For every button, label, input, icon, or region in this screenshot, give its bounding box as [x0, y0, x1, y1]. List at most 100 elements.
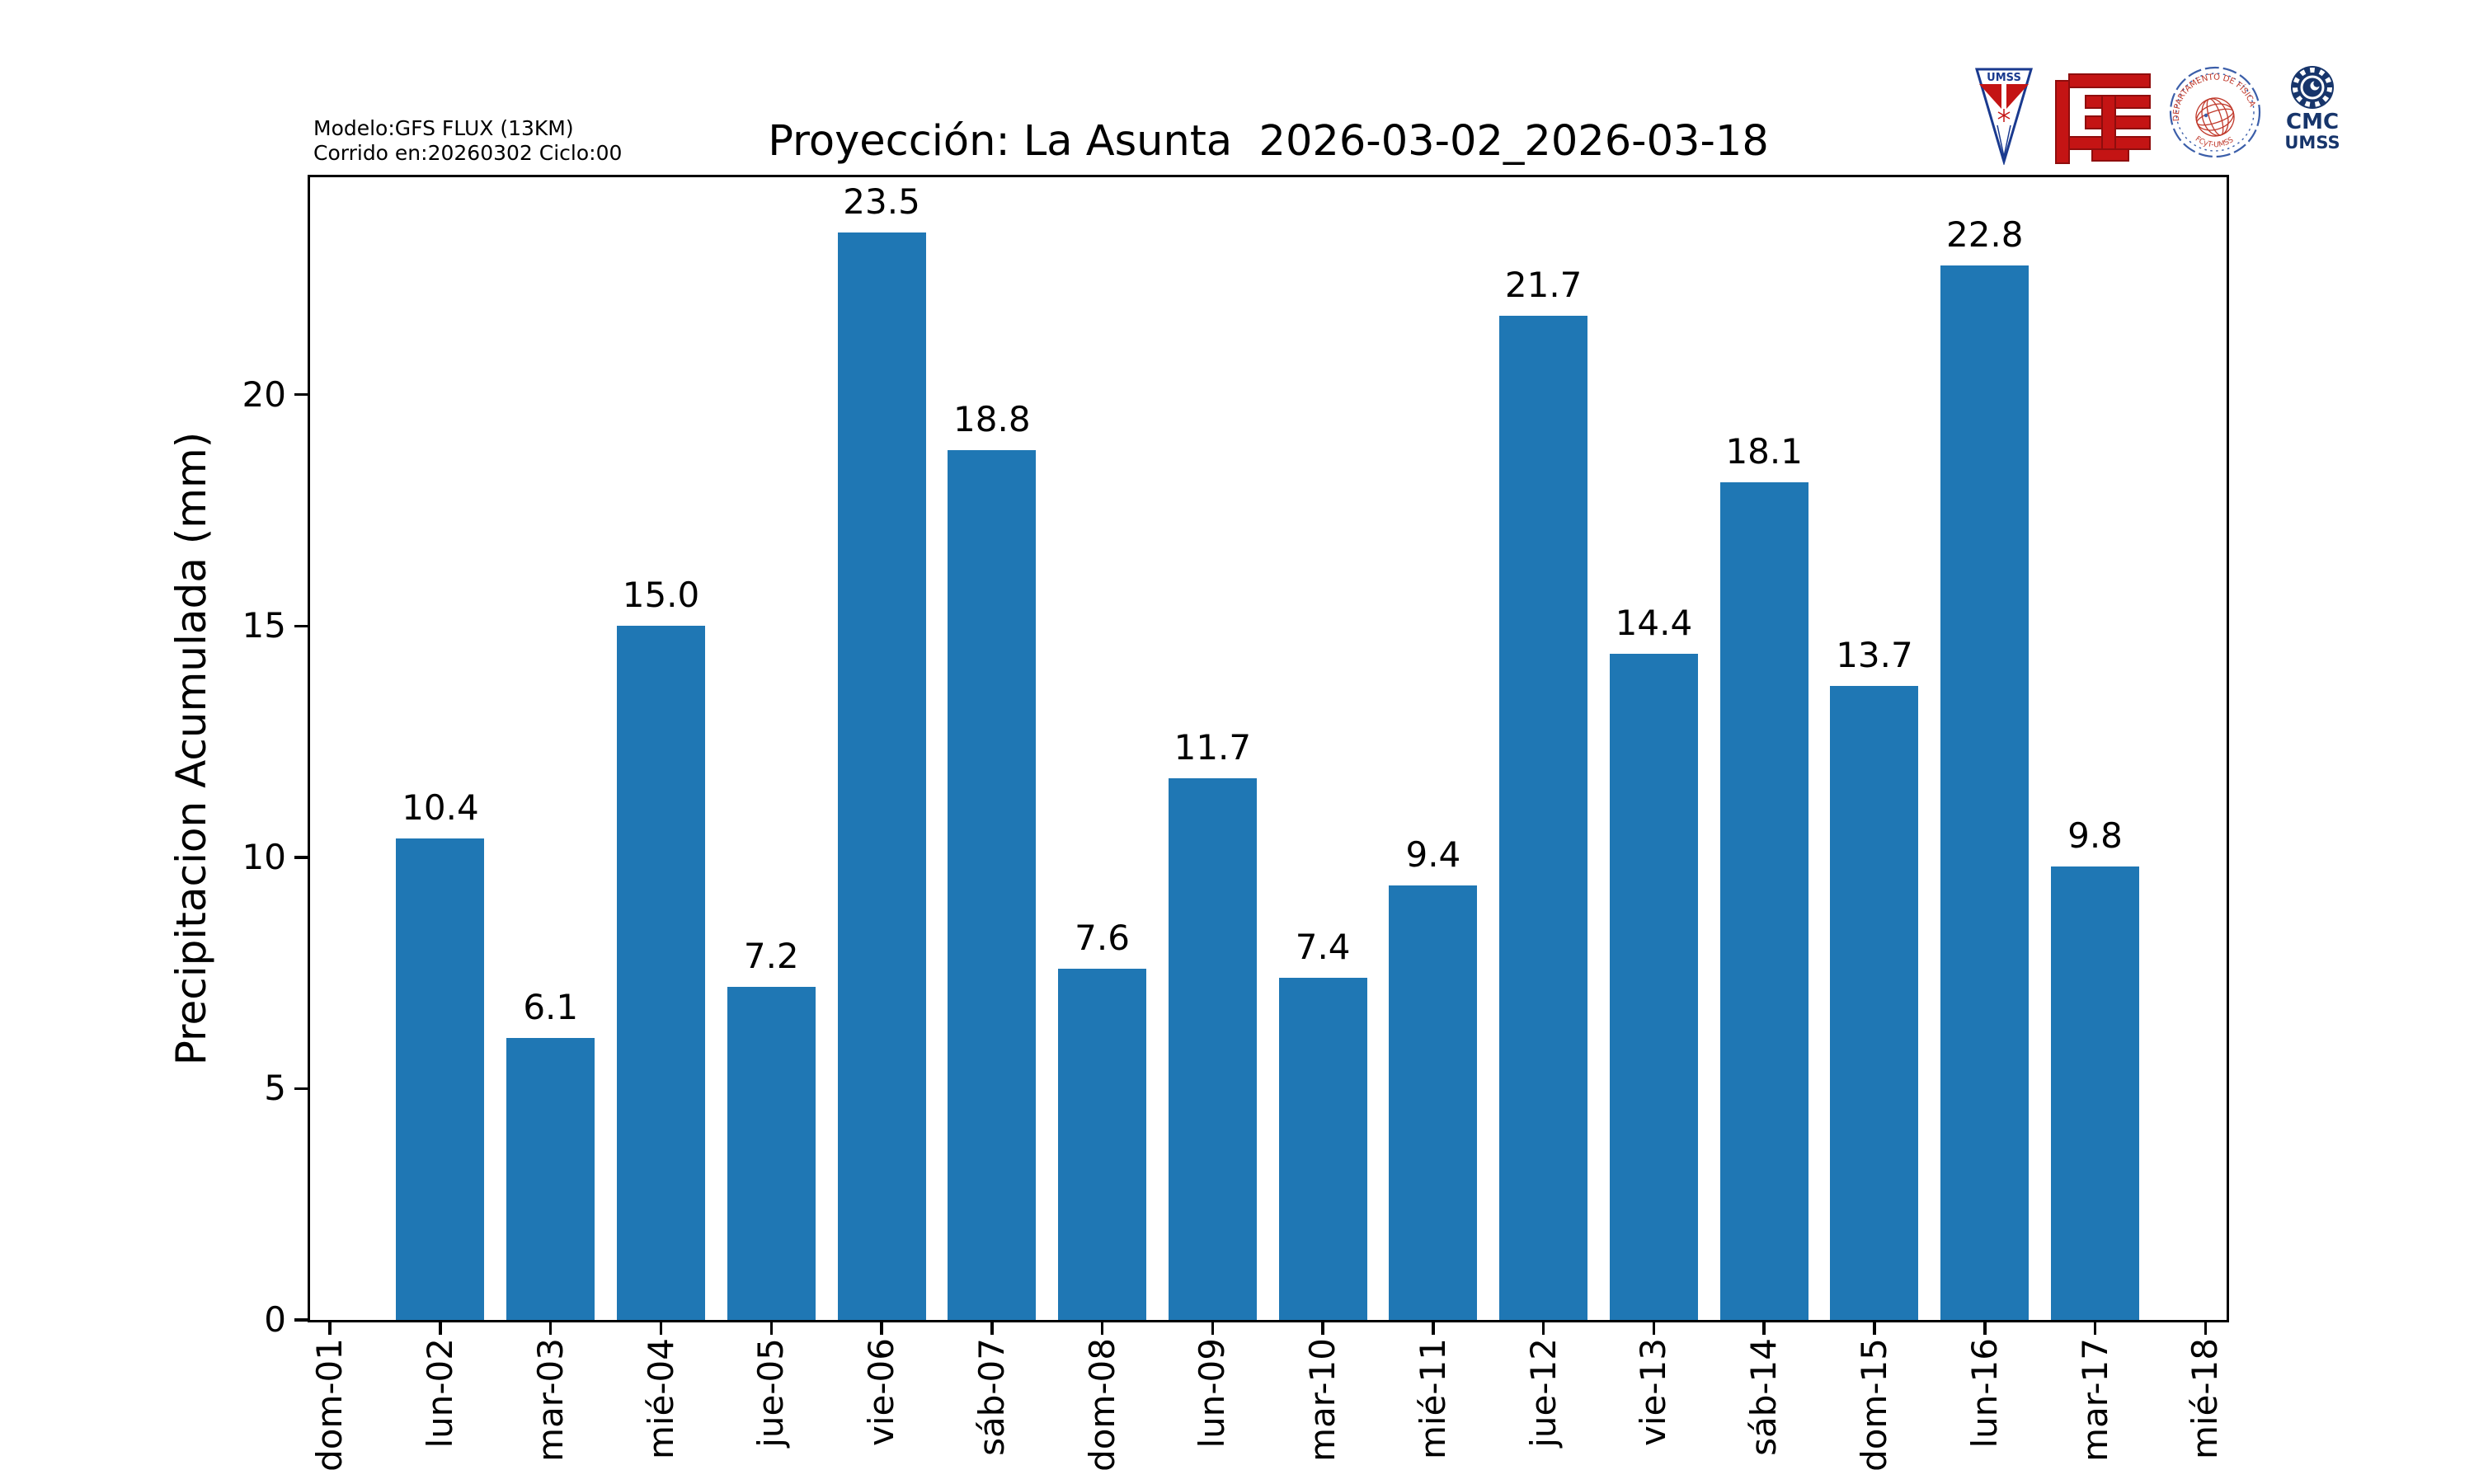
x-tick-label: vie-13 — [1633, 1338, 1674, 1446]
y-tick-label: 15 — [242, 605, 286, 646]
model-info-line2: Corrido en:20260302 Ciclo:00 — [313, 141, 623, 165]
x-tick-label: mar-10 — [1302, 1338, 1343, 1462]
x-tick-label: mié-11 — [1412, 1338, 1453, 1460]
y-tick — [294, 1318, 308, 1322]
x-tick-label: mar-03 — [529, 1338, 571, 1462]
bar — [1609, 653, 1698, 1320]
fisica-seal-logo: DEPARTAMENTO DE FÍSICA FCyT-UMSS — [2169, 66, 2261, 158]
x-tick — [328, 1322, 332, 1335]
x-tick — [1211, 1322, 1215, 1335]
seal-dotted-ring — [2175, 73, 2255, 152]
x-tick-label: mié-04 — [640, 1338, 681, 1460]
cmc-inner-ring — [2300, 75, 2325, 100]
pennant-tail-lines — [1997, 124, 2011, 157]
bar-value-label: 23.5 — [843, 181, 920, 223]
cmc-text-line1: CMC — [2286, 110, 2339, 134]
x-tick-label: lun-02 — [419, 1338, 460, 1449]
x-tick — [1541, 1322, 1545, 1335]
x-tick — [1983, 1322, 1987, 1335]
bar — [1499, 316, 1588, 1320]
cmc-crescent-b — [2313, 80, 2321, 87]
bar-value-label: 7.6 — [1075, 917, 1130, 958]
x-tick — [659, 1322, 663, 1335]
pennant-red-left — [1979, 84, 2001, 109]
bar — [1719, 482, 1808, 1320]
x-tick — [880, 1322, 883, 1335]
umss-pennant-logo: UMSS — [1975, 68, 2033, 165]
x-tick — [1762, 1322, 1766, 1335]
x-tick-label: sáb-07 — [971, 1338, 1012, 1456]
bar-value-label: 9.4 — [1405, 834, 1461, 875]
pennant-umss-text: UMSS — [1987, 72, 2021, 84]
y-tick — [294, 1087, 308, 1091]
logo-strip: UMSS — [1973, 58, 2385, 173]
y-tick-label: 10 — [242, 836, 286, 877]
bar — [396, 838, 485, 1320]
bar — [727, 986, 816, 1320]
bar-value-label: 13.7 — [1836, 635, 1913, 676]
bar-value-label: 7.4 — [1295, 926, 1351, 967]
y-tick — [294, 856, 308, 859]
bar — [1940, 265, 2030, 1320]
x-tick — [1321, 1322, 1324, 1335]
bar-value-label: 22.8 — [1945, 214, 2024, 255]
x-tick — [1100, 1322, 1104, 1335]
bar-value-label: 10.4 — [402, 787, 479, 829]
bar — [617, 626, 705, 1320]
bar — [948, 450, 1037, 1320]
x-tick-label: dom-15 — [1853, 1338, 1894, 1472]
bar — [1278, 977, 1367, 1320]
model-info: Modelo:GFS FLUX (13KM) Corrido en:202603… — [313, 116, 622, 166]
bar-value-label: 18.8 — [953, 399, 1031, 440]
bar-value-label: 9.8 — [2067, 815, 2123, 857]
y-tick-label: 20 — [242, 373, 286, 415]
bar-value-label: 11.7 — [1174, 727, 1252, 768]
x-tick — [1432, 1322, 1435, 1335]
bar-value-label: 14.4 — [1615, 602, 1693, 643]
y-tick — [294, 624, 308, 628]
cmc-rays — [2293, 68, 2332, 107]
x-tick-label: lun-16 — [1964, 1338, 2005, 1449]
x-tick — [990, 1322, 994, 1335]
x-tick-label: mar-17 — [2074, 1338, 2115, 1462]
bar-value-label: 15.0 — [622, 575, 700, 616]
x-tick-label: sáb-14 — [1743, 1338, 1785, 1456]
bar-value-label: 18.1 — [1725, 431, 1803, 472]
seal-globe-dot — [2204, 113, 2208, 118]
pennant-emblem — [1997, 109, 2011, 122]
pennant-red-right — [2006, 84, 2029, 109]
x-tick-label: lun-09 — [1192, 1338, 1233, 1449]
chart-title: Proyección: La Asunta 2026-03-02_2026-03… — [768, 117, 1769, 166]
bar — [506, 1037, 595, 1320]
model-info-line1: Modelo:GFS FLUX (13KM) — [313, 116, 574, 140]
bar-value-label: 7.2 — [743, 935, 799, 976]
x-tick — [2093, 1322, 2097, 1335]
fcyt-maze-logo — [2055, 73, 2151, 164]
cmc-umss-logo: CMC UMSS — [2286, 66, 2339, 153]
x-tick-label: jue-12 — [1522, 1338, 1564, 1448]
maze-bars — [2055, 73, 2151, 164]
x-tick-label: vie-06 — [861, 1338, 902, 1446]
x-tick — [2204, 1322, 2208, 1335]
x-tick-label: dom-08 — [1081, 1338, 1122, 1472]
x-tick — [1652, 1322, 1656, 1335]
bar — [837, 232, 926, 1320]
x-tick — [769, 1322, 774, 1335]
y-tick — [294, 392, 308, 397]
y-tick-label: 5 — [264, 1068, 286, 1109]
x-tick-label: jue-05 — [750, 1338, 792, 1448]
bar — [1168, 778, 1257, 1320]
bar — [1830, 686, 1919, 1320]
x-tick — [439, 1322, 442, 1335]
bar-value-label: 6.1 — [523, 986, 579, 1027]
bar — [1058, 968, 1147, 1320]
bar — [1389, 885, 1478, 1320]
y-tick-label: 0 — [264, 1299, 286, 1340]
bar — [2051, 866, 2140, 1320]
seal-scalloped-ring — [2169, 66, 2261, 158]
cmc-text-line2: UMSS — [2286, 133, 2339, 153]
x-tick — [1873, 1322, 1876, 1335]
seal-globe — [2195, 97, 2235, 137]
